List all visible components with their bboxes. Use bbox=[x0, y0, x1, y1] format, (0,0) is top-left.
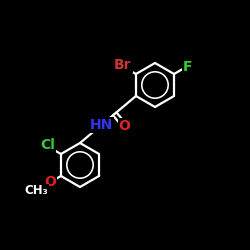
Text: O: O bbox=[119, 119, 130, 133]
Text: HN: HN bbox=[90, 118, 113, 132]
Text: O: O bbox=[44, 176, 56, 190]
Text: Br: Br bbox=[114, 58, 132, 72]
Text: F: F bbox=[183, 60, 193, 74]
Text: CH₃: CH₃ bbox=[24, 184, 48, 198]
Text: Cl: Cl bbox=[40, 138, 55, 151]
